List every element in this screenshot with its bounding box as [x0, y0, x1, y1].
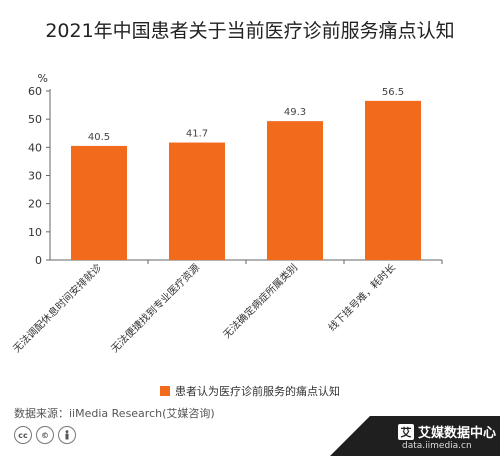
brand-name: 艾媒数据中心 [418, 426, 497, 441]
x-category-label: 线下挂号难，耗时长 [325, 261, 398, 334]
legend-swatch [160, 386, 170, 396]
bar [267, 121, 323, 260]
data-label: 49.3 [284, 107, 306, 118]
brand-background [330, 416, 500, 456]
y-tick-label: 50 [28, 113, 42, 126]
y-tick-label: 30 [28, 170, 42, 183]
legend-label: 患者认为医疗诊前服务的痛点认知 [175, 385, 340, 398]
y-tick-label: 60 [28, 85, 42, 98]
y-tick-label: 40 [28, 141, 42, 154]
data-label: 56.5 [382, 87, 404, 98]
x-category-label: 无法便捷找到专业医疗资源 [108, 261, 202, 355]
brand-logo-icon: 艾 [398, 424, 414, 440]
y-tick-label: 0 [35, 254, 42, 267]
data-label: 40.5 [88, 132, 110, 143]
bar [169, 142, 225, 260]
y-tick-label: 10 [28, 226, 42, 239]
attribution-icon [58, 426, 76, 444]
source-note: 数据来源：iiMedia Research(艾媒咨询) [14, 407, 215, 420]
x-category-label: 无法确定病症所属类别 [220, 261, 300, 341]
y-tick-label: 20 [28, 198, 42, 211]
creative-commons-icon: cc [14, 426, 32, 444]
chart-title: 2021年中国患者关于当前医疗诊前服务痛点认知 [45, 20, 455, 42]
x-category-label: 无法调配休息时间安排就诊 [10, 261, 104, 355]
bar [365, 100, 421, 260]
license-icons: cc © [14, 426, 76, 444]
data-label: 41.7 [186, 129, 208, 140]
brand-url: data.iimedia.cn [402, 441, 472, 451]
brand-badge: 艾 艾媒数据中心 data.iimedia.cn [330, 416, 500, 456]
legend: 患者认为医疗诊前服务的痛点认知 [160, 383, 340, 399]
y-axis-unit: % [38, 72, 48, 85]
cc-badge-icon: © [36, 426, 54, 444]
bar [71, 145, 127, 260]
